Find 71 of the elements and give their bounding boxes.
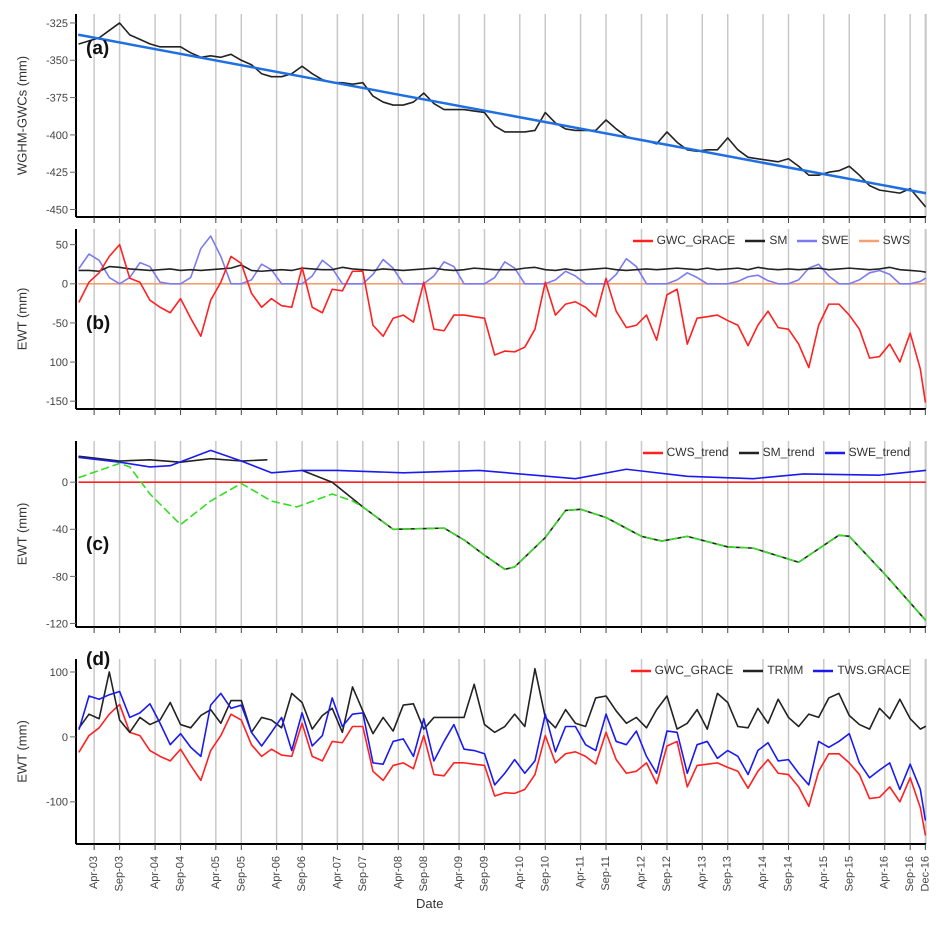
annotation: (d)	[86, 648, 110, 671]
legend-label: SM	[769, 233, 788, 248]
legend-label: CWS_trend	[666, 445, 729, 460]
y-tick-label: 50	[56, 240, 68, 252]
line-series	[78, 264, 926, 273]
legend-label: TWS.GRACE	[837, 663, 910, 678]
y-axis-title: EWT (mm)	[14, 720, 30, 783]
y-tick-label: -100	[46, 796, 68, 809]
x-tick-label: Sep-14	[782, 856, 794, 892]
legend-label: SWE	[821, 233, 849, 248]
y-axis-title: EWT (mm)	[14, 288, 30, 350]
y-tick-label: -120	[46, 618, 68, 630]
x-tick-label: Sep-10	[539, 856, 552, 892]
x-tick-label: Apr-15	[818, 856, 830, 890]
x-tick-label: Sep-04	[174, 856, 187, 892]
y-tick-label: -40	[52, 524, 68, 536]
x-tick-label: Apr-14	[757, 856, 770, 890]
y-tick-label: -80	[52, 571, 68, 584]
x-tick-label: Apr-10	[514, 856, 526, 890]
x-tick-label: Apr-03	[88, 856, 100, 890]
x-axis-title: Date	[416, 896, 444, 911]
line-series	[78, 690, 926, 821]
y-tick-label: -375	[46, 92, 68, 104]
x-tick-label: Sep-16	[904, 856, 916, 892]
x-tick-label: Apr-16	[878, 856, 891, 890]
y-tick-label: 100	[50, 356, 68, 369]
y-axis-title: WGHM-GWCs (mm)	[14, 56, 30, 176]
y-tick-label: 0	[62, 477, 68, 490]
x-tick-label: Apr-12	[636, 856, 648, 890]
x-tick-label: Apr-11	[574, 856, 587, 888]
y-tick-label: -150	[46, 396, 68, 408]
legend-label: GWC_GRACE	[654, 663, 734, 678]
x-tick-label: Sep-06	[296, 856, 308, 892]
y-tick-label: -450	[46, 204, 68, 216]
annotation: (a)	[86, 38, 110, 60]
x-tick-label: Apr-04	[149, 856, 162, 890]
x-tick-label: Apr-09	[453, 856, 466, 890]
y-tick-label: -325	[46, 18, 68, 30]
x-tick-label: Sep-12	[660, 856, 673, 892]
x-tick-label: Sep-09	[478, 856, 491, 892]
x-tick-label: Sep-08	[418, 856, 430, 892]
x-tick-label: Sep-15	[843, 856, 856, 892]
x-tick-label: Apr-05	[210, 856, 222, 890]
x-tick-label: Sep-03	[114, 856, 126, 892]
legend-label: TRMM	[767, 663, 804, 678]
legend-label: SWE_trend	[848, 445, 910, 460]
x-tick-label: Dec-16	[919, 856, 932, 892]
line-series	[78, 704, 926, 836]
annotation: (c)	[86, 534, 110, 556]
annotation: (b)	[86, 313, 110, 335]
y-axis-title: EWT (mm)	[14, 502, 30, 566]
x-tick-label: Apr-08	[392, 856, 404, 890]
x-tick-label: Apr-06	[270, 856, 283, 890]
y-tick-label: -50	[52, 318, 68, 330]
legend-label: SM_trend	[762, 445, 815, 460]
y-tick-label: -425	[46, 167, 68, 180]
x-tick-label: Sep-11	[600, 856, 612, 891]
y-tick-label: 100	[50, 666, 68, 679]
y-tick-label: 0	[62, 278, 68, 291]
y-tick-label: -350	[46, 55, 68, 68]
line-series	[78, 235, 926, 285]
y-tick-label: 0	[62, 732, 68, 744]
y-tick-label: -400	[46, 130, 68, 142]
legend-label: SWS	[882, 233, 910, 248]
x-tick-label: Sep-05	[235, 856, 248, 892]
x-tick-label: Sep-13	[722, 856, 734, 892]
x-tick-label: Sep-07	[356, 856, 369, 892]
x-tick-label: Apr-13	[696, 856, 708, 890]
line-series	[78, 668, 926, 734]
legend-label: GWC_GRACE	[656, 233, 736, 248]
x-tick-label: Apr-07	[331, 856, 344, 890]
